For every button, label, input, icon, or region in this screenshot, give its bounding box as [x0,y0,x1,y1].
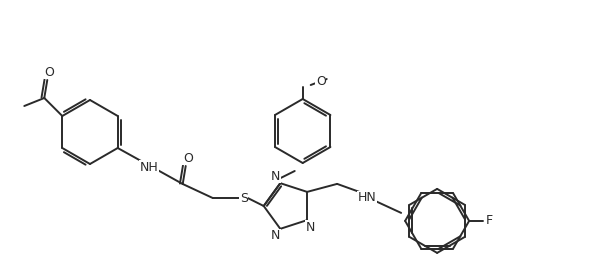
Text: HN: HN [358,191,376,204]
Text: NH: NH [140,160,158,173]
Text: S: S [240,192,248,205]
Text: O: O [183,152,192,165]
Text: F: F [486,214,493,228]
Text: O: O [316,75,325,88]
Text: O: O [44,66,54,79]
Text: N: N [305,220,315,233]
Text: N: N [271,229,280,242]
Text: N: N [271,170,280,183]
